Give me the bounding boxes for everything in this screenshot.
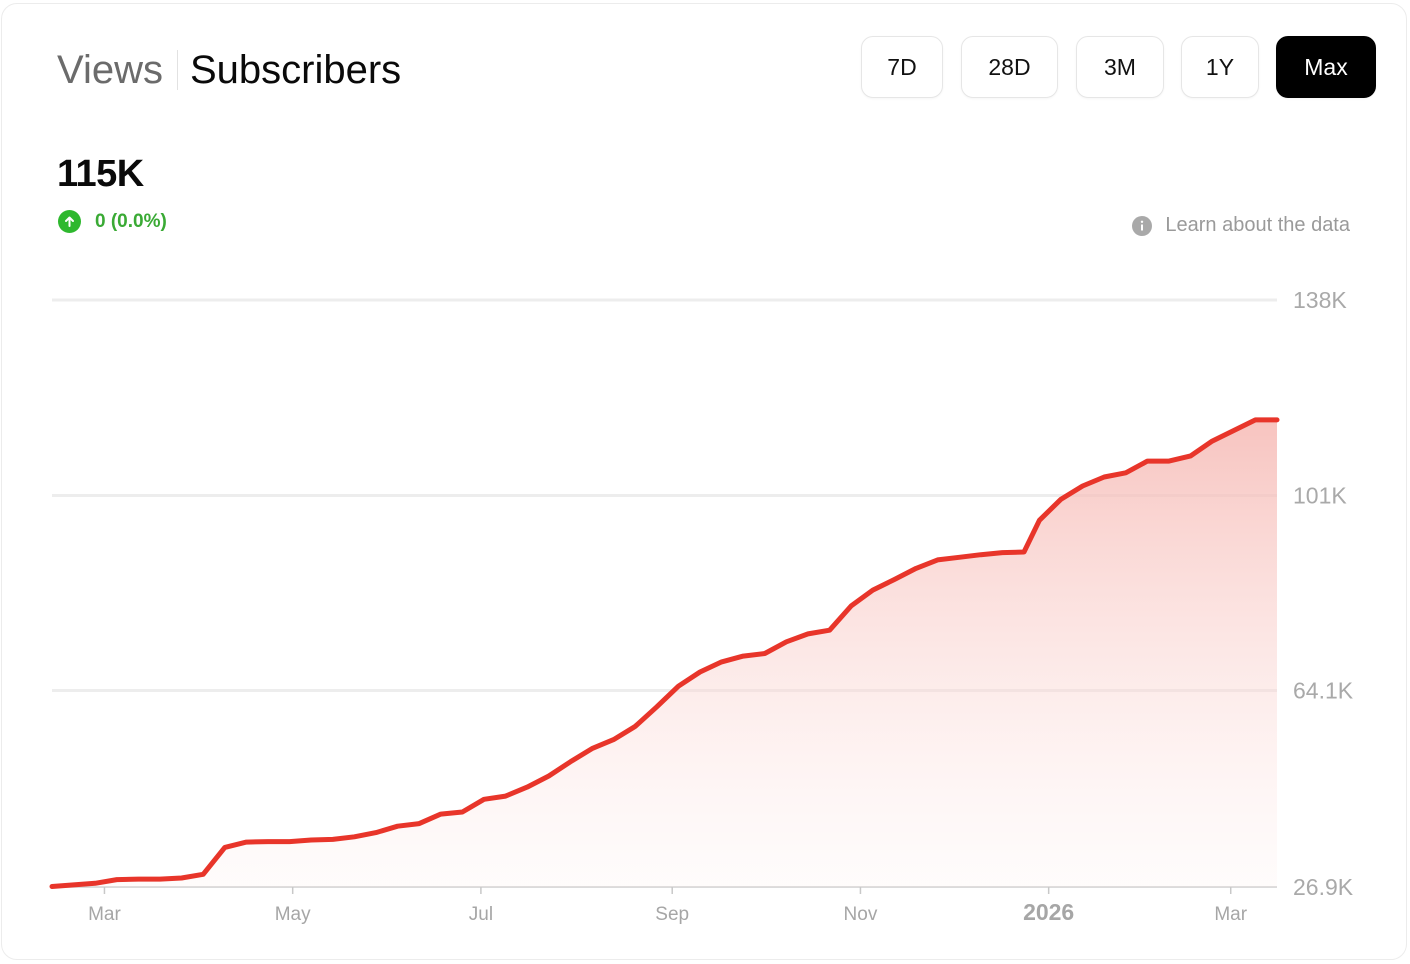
range-button-7d[interactable]: 7D [861, 36, 943, 98]
range-button-1y[interactable]: 1Y [1181, 36, 1259, 98]
change-indicator: 0 (0.0%) [58, 210, 167, 233]
subscriber-count: 115K [57, 153, 144, 195]
tab-divider [176, 50, 178, 90]
learn-about-data-text: Learn about the data [1165, 214, 1350, 236]
metric-tabs: Views Subscribers [57, 44, 401, 96]
chart-card [1, 3, 1407, 960]
tab-views[interactable]: Views [57, 48, 163, 92]
learn-about-data-link[interactable]: Learn about the data [1132, 214, 1350, 237]
change-text: 0 (0.0%) [95, 210, 167, 232]
tab-subscribers[interactable]: Subscribers [189, 48, 402, 92]
info-icon [1132, 215, 1153, 236]
range-selector: 7D 28D 3M 1Y Max [0, 36, 1410, 100]
range-button-28d[interactable]: 28D [961, 36, 1058, 98]
range-button-3m[interactable]: 3M [1076, 36, 1164, 98]
arrow-up-circle-icon [58, 210, 81, 233]
range-button-max[interactable]: Max [1276, 36, 1376, 98]
